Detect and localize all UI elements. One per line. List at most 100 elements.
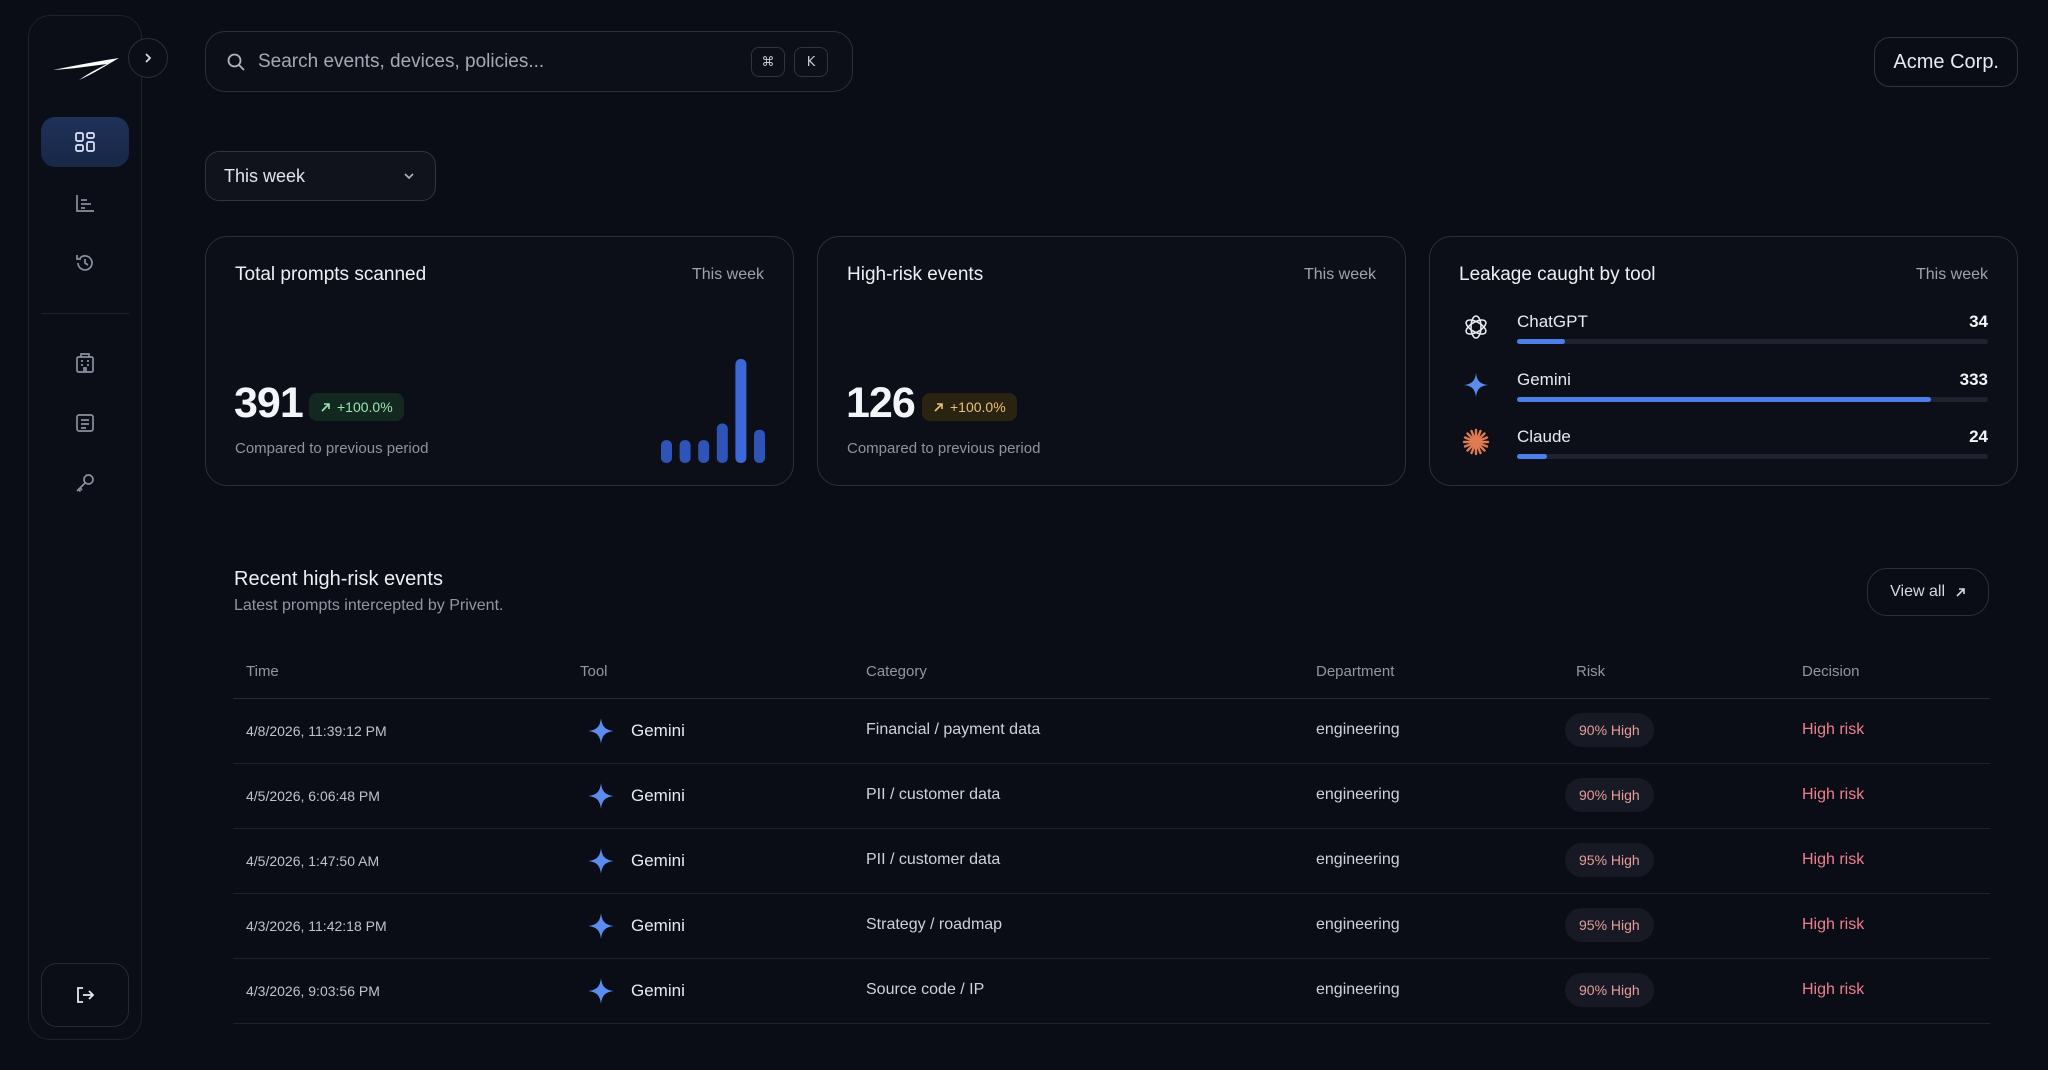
- analytics-icon: [76, 195, 94, 212]
- chart-bar: [679, 440, 691, 463]
- event-category: PII / customer data: [866, 851, 1001, 868]
- gemini-icon: [588, 718, 614, 744]
- gemini-icon: [588, 913, 614, 939]
- search-icon: [227, 53, 245, 71]
- tool-name: Claude: [1517, 427, 1571, 446]
- event-time: 4/3/2026, 11:42:18 PM: [246, 918, 387, 934]
- nav-dashboard[interactable]: [41, 117, 129, 167]
- delta-value: +100.0%: [950, 399, 1006, 415]
- tool-count: 24: [1969, 427, 1988, 446]
- card-high-risk-events: High-risk events This week 126 +100.0% C…: [817, 236, 1406, 486]
- nav-reports[interactable]: [41, 398, 129, 448]
- risk-badge: 90% High: [1565, 713, 1654, 747]
- column-header[interactable]: Tool: [580, 663, 608, 680]
- table-row[interactable]: 4/5/2026, 6:06:48 PM Gemini PII / custom…: [233, 764, 1990, 829]
- gemini-icon: [588, 978, 614, 1004]
- tool-row-gemini: Gemini 333: [1459, 368, 1988, 408]
- nav-organization[interactable]: [41, 338, 129, 388]
- table-row[interactable]: 4/5/2026, 1:47:50 AM Gemini PII / custom…: [233, 829, 1990, 894]
- tool-row-claude: Claude 24: [1459, 425, 1988, 465]
- logout-icon: [77, 987, 95, 1003]
- event-time: 4/8/2026, 11:39:12 PM: [246, 723, 387, 739]
- column-header[interactable]: Risk: [1576, 663, 1606, 680]
- table-header: Time Tool Category Department Risk Decis…: [233, 655, 1990, 699]
- logout-button[interactable]: [41, 963, 129, 1027]
- card-total-prompts: Total prompts scanned This week 391 +100…: [205, 236, 794, 486]
- column-header[interactable]: Decision: [1802, 663, 1860, 680]
- search-bar[interactable]: ⌘ K: [205, 31, 853, 92]
- risk-badge: 90% High: [1565, 778, 1654, 812]
- sidebar-toggle-button[interactable]: [128, 38, 168, 78]
- event-time: 4/5/2026, 1:47:50 AM: [246, 853, 380, 869]
- history-icon: [76, 255, 93, 271]
- dashboard-icon: [75, 132, 95, 152]
- period-select-value: This week: [224, 165, 306, 186]
- event-department: engineering: [1316, 851, 1400, 868]
- event-decision: High risk: [1802, 786, 1865, 803]
- table-row[interactable]: 4/8/2026, 11:39:12 PM Gemini Financial /…: [233, 699, 1990, 764]
- risk-badge: 95% High: [1565, 843, 1654, 877]
- metric-value: 391: [234, 379, 304, 427]
- compare-label: Compared to previous period: [847, 440, 1041, 457]
- risk-badge: 95% High: [1565, 908, 1654, 942]
- event-decision: High risk: [1802, 851, 1865, 868]
- chevron-right-icon: [145, 53, 152, 63]
- delta-badge: +100.0%: [309, 393, 404, 421]
- card-leakage-by-tool: Leakage caught by tool This week ChatGPT…: [1429, 236, 2018, 486]
- event-category: Strategy / roadmap: [866, 916, 1003, 933]
- event-tool: Gemini: [631, 981, 685, 1000]
- table-row[interactable]: 4/3/2026, 11:42:18 PM Gemini Strategy / …: [233, 894, 1990, 959]
- nav-keys[interactable]: [41, 458, 129, 508]
- chart-bar: [698, 440, 710, 463]
- column-header[interactable]: Department: [1316, 663, 1395, 680]
- tool-progress-fill: [1517, 339, 1566, 344]
- metric-value: 126: [846, 379, 916, 427]
- card-period: This week: [1303, 266, 1376, 283]
- chevron-down-icon: [404, 173, 414, 180]
- event-department: engineering: [1316, 721, 1400, 738]
- search-input[interactable]: [258, 50, 738, 73]
- card-period: This week: [691, 266, 764, 283]
- chart-bar: [754, 429, 765, 463]
- tool-name: Gemini: [1517, 370, 1571, 389]
- tool-name: ChatGPT: [1517, 312, 1588, 331]
- nav-analytics[interactable]: [41, 178, 129, 228]
- event-time: 4/5/2026, 6:06:48 PM: [246, 788, 380, 804]
- view-all-button[interactable]: View all: [1867, 568, 1989, 616]
- gemini-icon: [1459, 368, 1493, 402]
- brand-logo[interactable]: [49, 46, 123, 86]
- nav-history[interactable]: [41, 238, 129, 288]
- arrow-up-right-icon: [1956, 587, 1965, 597]
- tool-count: 34: [1969, 312, 1988, 331]
- organization-switcher[interactable]: Acme Corp.: [1874, 37, 2018, 87]
- column-header[interactable]: Category: [866, 663, 927, 680]
- event-tool: Gemini: [631, 786, 685, 805]
- period-select[interactable]: This week: [205, 151, 436, 201]
- risk-badge: 90% High: [1565, 973, 1654, 1007]
- gemini-icon: [588, 783, 614, 809]
- chatgpt-icon: [1459, 310, 1493, 344]
- event-decision: High risk: [1802, 721, 1865, 738]
- card-title: Leakage caught by tool: [1459, 264, 1656, 285]
- arrow-up-right-icon: [934, 402, 943, 412]
- event-category: Source code / IP: [866, 981, 985, 998]
- shortcut-k-key: K: [794, 47, 828, 77]
- card-title: Total prompts scanned: [235, 264, 427, 285]
- table-body: 4/8/2026, 11:39:12 PM Gemini Financial /…: [233, 699, 1990, 1024]
- chart-bar: [716, 423, 728, 463]
- delta-badge: +100.0%: [922, 393, 1017, 421]
- column-header[interactable]: Time: [246, 663, 279, 680]
- shortcut-cmd-key: ⌘: [751, 47, 785, 77]
- prompts-bar-chart: [661, 359, 765, 463]
- building-icon: [76, 353, 94, 373]
- key-icon: [76, 474, 94, 493]
- compare-label: Compared to previous period: [235, 440, 429, 457]
- tool-progress-fill: [1517, 397, 1932, 402]
- tool-progress-track: [1517, 397, 1988, 402]
- event-category: Financial / payment data: [866, 721, 1041, 738]
- view-all-label: View all: [1890, 583, 1945, 600]
- event-tool: Gemini: [631, 721, 685, 740]
- table-row[interactable]: 4/3/2026, 9:03:56 PM Gemini Source code …: [233, 959, 1990, 1024]
- card-period: This week: [1915, 266, 1988, 283]
- event-category: PII / customer data: [866, 786, 1001, 803]
